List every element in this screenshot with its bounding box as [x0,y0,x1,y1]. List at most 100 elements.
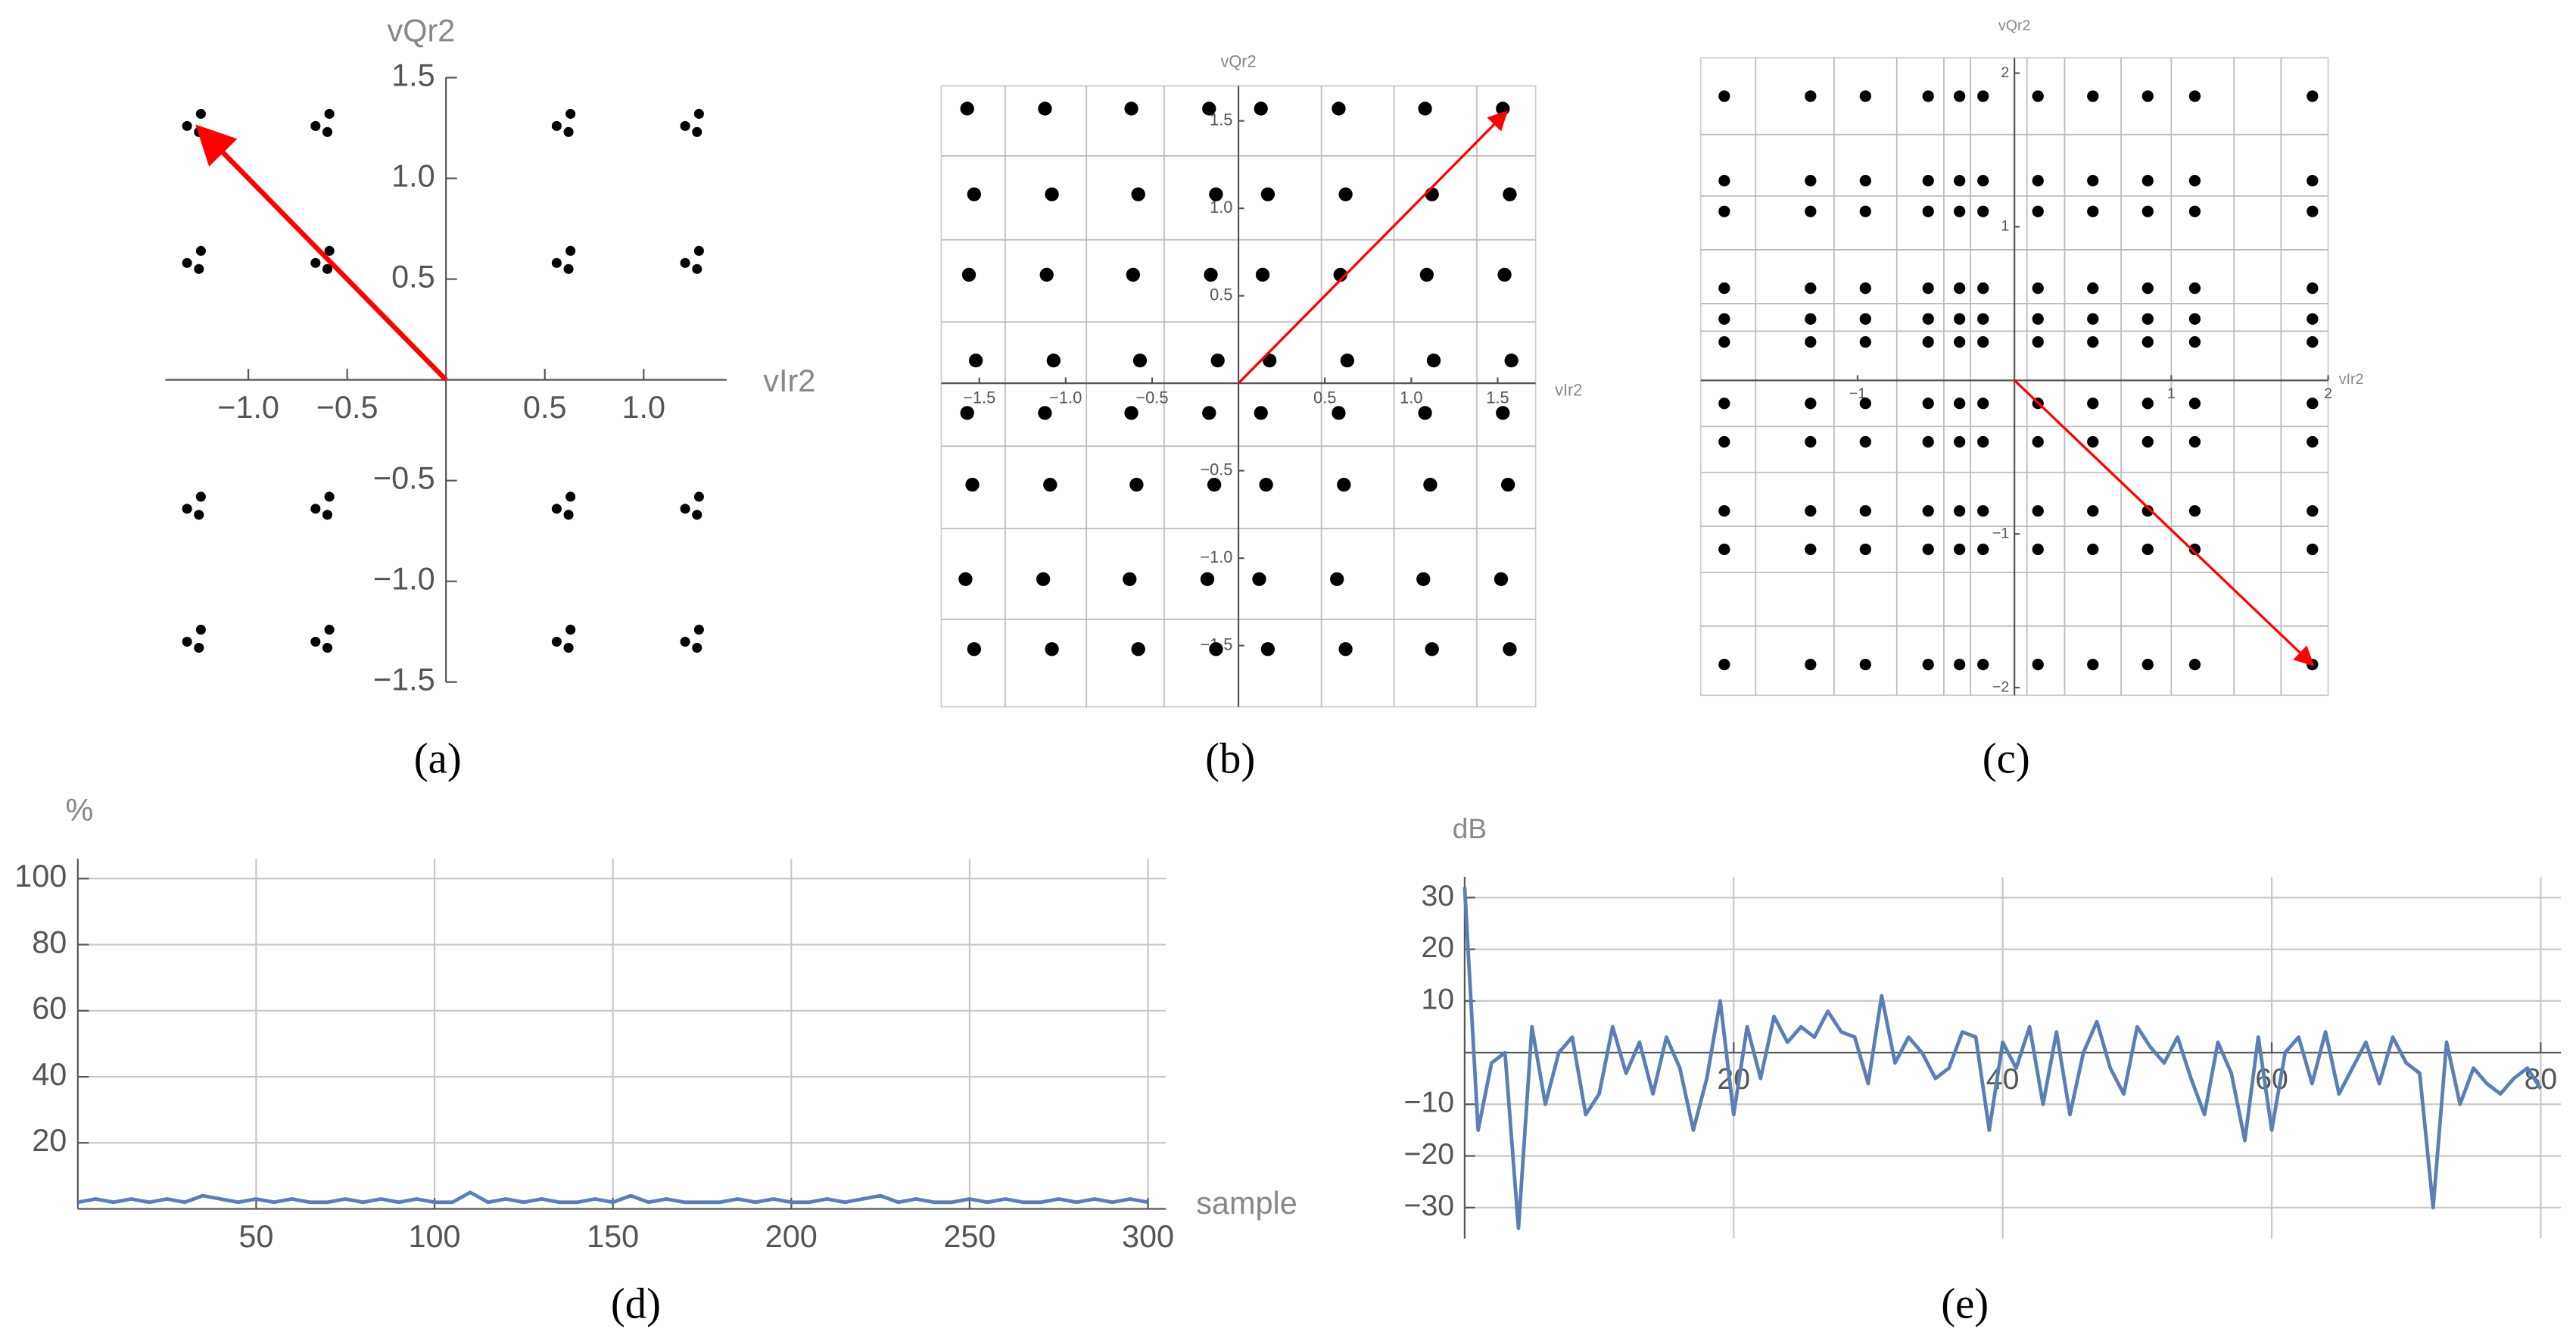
point [1922,659,1934,671]
point [2188,335,2201,348]
point [2141,313,2154,325]
y-tick-label: 0.5 [1210,285,1232,304]
point [1922,398,1934,410]
point [2141,205,2154,217]
point [1977,205,1989,217]
point [2032,174,2044,187]
x-tick-label: 1.0 [621,389,665,425]
point [1922,435,1934,448]
point [1718,543,1730,556]
point [1718,435,1730,448]
point [1254,406,1268,420]
point [563,264,574,274]
y-axis-label: vQr2 [1220,52,1256,71]
point [1204,267,1218,282]
point [965,477,980,492]
point [1805,174,1817,187]
point [563,510,574,520]
y-tick-label: 20 [1421,931,1454,964]
point [2032,505,2044,517]
point [310,637,321,647]
point [182,257,192,268]
point [1805,205,1817,217]
point [1252,572,1266,587]
point [1922,313,1934,325]
point [1805,335,1817,348]
x-axis-label: vIr2 [1555,381,1582,400]
x-tick-label: 2 [2324,385,2332,402]
point [1423,477,1438,492]
x-tick-label: −1 [1849,385,1866,402]
point [1805,435,1817,448]
point [2188,543,2201,556]
x-tick-label: 80 [2525,1062,2558,1096]
point [1338,187,1353,201]
point [2087,205,2099,217]
y-tick-label: −1.0 [373,561,435,597]
point [1330,572,1344,587]
point [1805,505,1817,517]
point [565,108,576,119]
point [2188,659,2201,671]
point [2307,543,2319,556]
y-tick-label: 1 [2001,218,2009,235]
point [551,120,562,131]
point [563,126,574,137]
point [2307,335,2319,348]
point [1425,187,1439,201]
point [1922,543,1934,556]
y-tick-label: 1.5 [391,57,435,92]
line [1462,887,2543,1230]
y-tick-label: 2 [2001,64,2009,81]
point [1131,642,1145,656]
point [182,120,192,131]
point [1046,353,1061,368]
point [967,187,982,201]
point [2087,335,2099,348]
point [194,510,204,520]
point [322,264,333,274]
point [961,267,977,282]
point [1124,101,1138,116]
point [2032,205,2044,217]
point [1954,90,1966,102]
point [1954,335,1966,348]
point [2032,90,2044,102]
point [1859,282,1871,295]
point [1859,543,1871,556]
point [2087,505,2099,517]
point [1209,187,1223,201]
point [2032,313,2044,325]
point [2087,659,2099,671]
point [1922,205,1934,217]
point [1340,353,1355,368]
y-tick-label: 60 [32,990,67,1026]
point [1859,174,1871,187]
point [182,504,192,514]
point [565,245,576,256]
point [2307,505,2319,517]
point [1805,543,1817,556]
y-tick-label: −1 [1992,525,2009,541]
point [2032,659,2044,671]
point [1805,659,1817,671]
point [2307,313,2319,325]
point [310,504,321,514]
point [2188,435,2201,448]
point [1859,205,1871,217]
y-tick-label: −30 [1404,1189,1455,1222]
point [1954,398,1966,410]
x-tick-label: 150 [587,1218,639,1254]
y-tick-label: 20 [32,1122,67,1158]
y-tick-label: −2 [1992,678,2009,695]
point [2188,205,2201,217]
point [1954,543,1966,556]
line [77,1190,1148,1205]
point [680,257,690,268]
point [1426,353,1441,368]
point [2141,398,2154,410]
y-tick-label: 0.5 [391,259,435,295]
point [2141,335,2154,348]
point [692,264,702,274]
point [968,353,983,368]
